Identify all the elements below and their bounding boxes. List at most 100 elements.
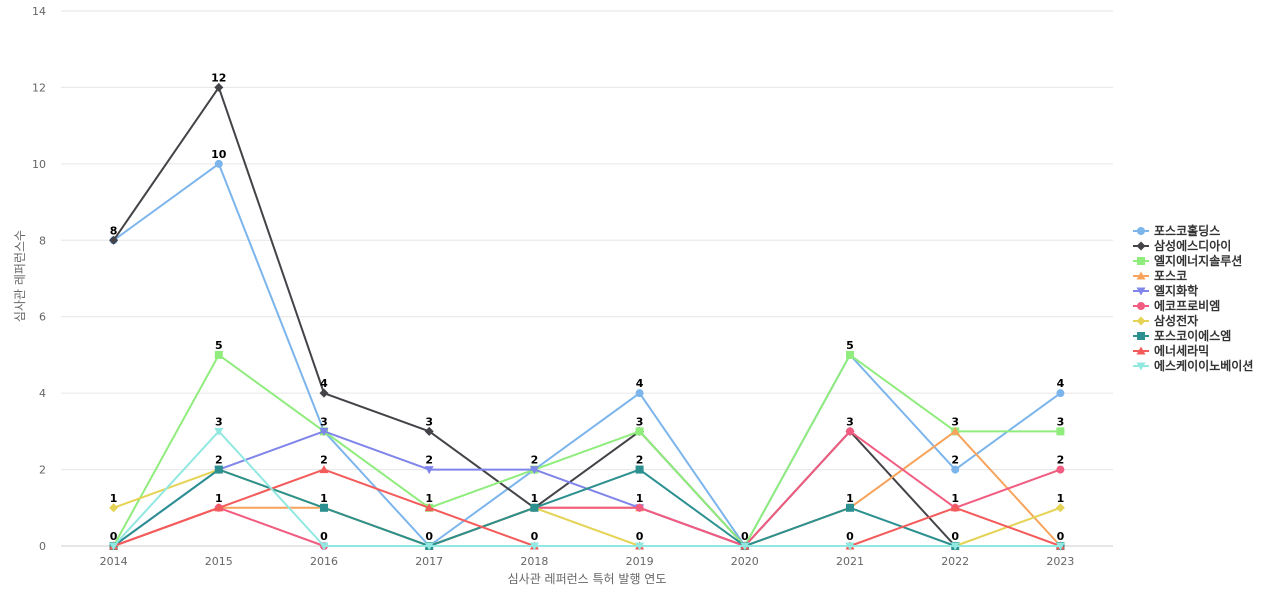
legend-item[interactable]: 삼성전자: [1133, 313, 1198, 328]
series-line: [112, 353, 1061, 547]
y-tick-label: 4: [39, 387, 46, 400]
data-point: [846, 427, 854, 436]
x-tick-label: 2020: [731, 555, 759, 568]
data-point: [1055, 503, 1065, 513]
series-line: [112, 86, 1061, 547]
legend-marker: [1137, 302, 1145, 310]
data-point: [529, 466, 539, 475]
legend-item[interactable]: 에너세라믹: [1133, 343, 1209, 358]
data-label: 10: [211, 148, 227, 161]
x-tick-label: 2021: [836, 555, 864, 568]
x-tick-label: 2022: [941, 555, 969, 568]
data-label: 0: [320, 530, 328, 543]
data-point: [635, 389, 644, 398]
legend-item[interactable]: 포스코이에스엠: [1133, 328, 1231, 343]
x-tick-label: 2016: [310, 555, 338, 568]
data-label: 2: [320, 454, 328, 467]
legend-label: 엘지에너지솔루션: [1154, 253, 1242, 268]
legend-label: 삼성에스디아이: [1154, 238, 1231, 253]
data-label: 0: [741, 530, 749, 543]
data-point: [635, 465, 644, 474]
data-label: 1: [846, 492, 854, 505]
legend-item[interactable]: 포스코: [1133, 269, 1187, 283]
series-layer: [109, 82, 1065, 551]
data-point: [951, 465, 960, 474]
data-label: 4: [1057, 377, 1065, 390]
legend-item[interactable]: 포스코홀딩스: [1133, 223, 1220, 238]
legend-label: 포스코: [1154, 269, 1187, 283]
data-label: 3: [1057, 415, 1065, 428]
legend-label: 삼성전자: [1154, 313, 1198, 328]
data-label: 1: [110, 492, 118, 505]
data-label: 1: [215, 492, 223, 505]
data-point: [424, 542, 434, 551]
legend-item[interactable]: 에코프로비엠: [1133, 298, 1220, 313]
data-label: 3: [846, 415, 854, 428]
data-point: [950, 503, 960, 512]
data-label: 1: [425, 492, 433, 505]
legend: 포스코홀딩스삼성에스디아이엘지에너지솔루션포스코엘지화학에코프로비엠삼성전자포스…: [1133, 223, 1253, 373]
data-label: 0: [636, 530, 644, 543]
x-tick-label: 2018: [520, 555, 548, 568]
legend-item[interactable]: 엘지에너지솔루션: [1133, 253, 1242, 268]
x-tick-label: 2023: [1046, 555, 1074, 568]
legend-marker: [1136, 346, 1146, 355]
data-point: [319, 465, 329, 474]
data-point: [1056, 389, 1065, 398]
legend-marker: [1136, 287, 1146, 296]
data-point: [529, 542, 539, 551]
data-label: 4: [636, 377, 644, 390]
x-tick-label: 2015: [205, 555, 233, 568]
x-axis-title: 심사관 레퍼런스 특허 발행 연도: [508, 571, 667, 586]
y-axis-title: 심사관 레퍼런스수: [13, 230, 27, 322]
data-label: 1: [320, 492, 328, 505]
legend-label: 에너세라믹: [1154, 343, 1209, 358]
data-point: [214, 465, 223, 474]
y-tick-label: 10: [32, 158, 46, 171]
data-point: [845, 542, 855, 551]
legend-marker: [1136, 316, 1146, 326]
data-point: [424, 503, 434, 512]
data-point: [1056, 465, 1065, 474]
data-point: [214, 503, 224, 512]
legend-marker: [1136, 271, 1146, 280]
legend-item[interactable]: 엘지화학: [1133, 283, 1198, 298]
data-point: [424, 426, 434, 436]
data-label: 3: [425, 415, 433, 428]
data-label: 3: [215, 415, 223, 428]
data-label: 3: [320, 415, 328, 428]
y-tick-label: 2: [39, 464, 46, 477]
series-1: [109, 159, 1065, 550]
data-point: [635, 503, 644, 512]
legend-label: 포스코홀딩스: [1154, 223, 1220, 238]
legend-marker: [1137, 257, 1145, 265]
data-label: 12: [211, 71, 226, 84]
legend-label: 엘지화학: [1154, 283, 1198, 298]
legend-item[interactable]: 에스케이이노베이션: [1133, 358, 1253, 373]
data-label: 5: [846, 339, 854, 352]
y-tick-label: 8: [39, 234, 46, 247]
data-label: 1: [531, 492, 539, 505]
data-point: [635, 427, 644, 436]
x-tick-label: 2014: [100, 555, 128, 568]
data-label: 1: [636, 492, 644, 505]
data-label: 2: [215, 454, 223, 467]
x-tick-label: 2017: [415, 555, 443, 568]
data-point: [1055, 542, 1065, 551]
grid-layer: [61, 10, 1113, 547]
x-tick-label: 2019: [626, 555, 654, 568]
data-point: [319, 388, 329, 398]
data-point: [214, 159, 223, 168]
legend-marker: [1137, 332, 1145, 340]
series-10: [109, 427, 1065, 551]
data-point: [319, 427, 329, 436]
data-label: 2: [951, 454, 959, 467]
data-label: 4: [320, 377, 328, 390]
legend-item[interactable]: 삼성에스디아이: [1133, 238, 1231, 253]
series-line: [113, 430, 1061, 547]
data-point: [950, 426, 960, 435]
data-label: 8: [110, 224, 118, 237]
data-label: 0: [110, 530, 118, 543]
